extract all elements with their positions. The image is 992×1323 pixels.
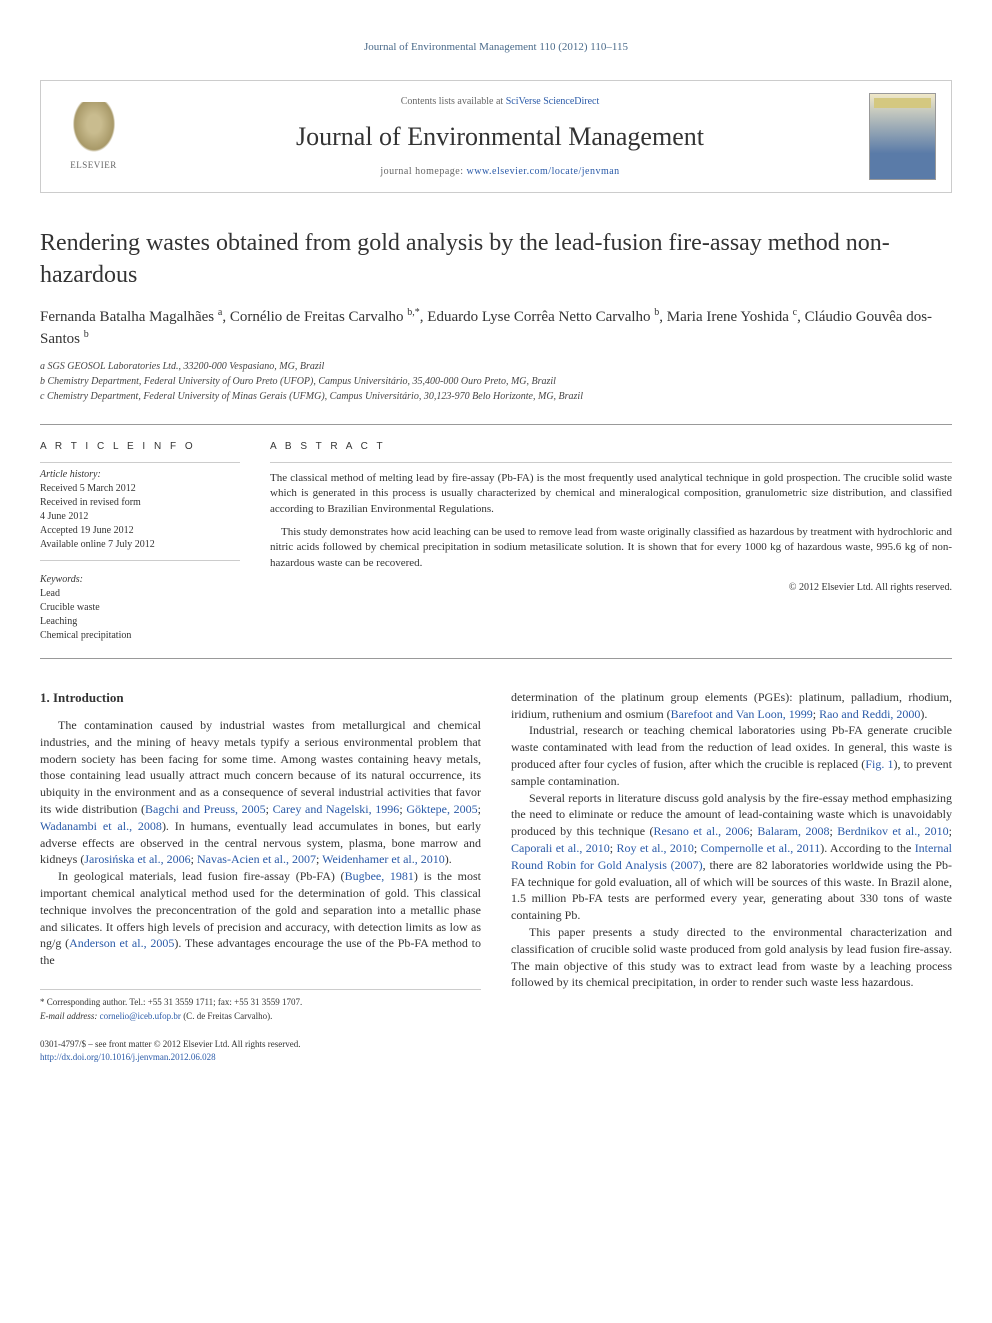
journal-cover-thumbnail: [869, 93, 936, 180]
journal-homepage-link[interactable]: www.elsevier.com/locate/jenvman: [467, 166, 620, 177]
left-column: 1. Introduction The contamination caused…: [40, 689, 481, 1023]
history-revised-2: 4 June 2012: [40, 510, 240, 524]
affiliations: a SGS GEOSOL Laboratories Ltd., 33200-00…: [40, 360, 952, 404]
contents-available-line: Contents lists available at SciVerse Sci…: [131, 95, 869, 109]
sciencedirect-link[interactable]: SciVerse ScienceDirect: [506, 96, 600, 107]
abstract-column: A B S T R A C T The classical method of …: [270, 440, 952, 643]
separator-2: [40, 658, 952, 659]
separator: [40, 424, 952, 425]
publisher-name: ELSEVIER: [70, 159, 117, 172]
abstract-label: A B S T R A C T: [270, 440, 952, 454]
abstract-copyright: © 2012 Elsevier Ltd. All rights reserved…: [270, 581, 952, 595]
affiliation-c: c Chemistry Department, Federal Universi…: [40, 390, 952, 404]
homepage-prefix: journal homepage:: [380, 166, 466, 177]
front-matter-line: 0301-4797/$ – see front matter © 2012 El…: [40, 1038, 952, 1051]
journal-homepage-line: journal homepage: www.elsevier.com/locat…: [131, 165, 869, 179]
article-title: Rendering wastes obtained from gold anal…: [40, 228, 952, 290]
section-1-heading: 1. Introduction: [40, 689, 481, 707]
corresponding-author-note: * Corresponding author. Tel.: +55 31 355…: [40, 989, 481, 1022]
keyword-2: Crucible waste: [40, 601, 240, 615]
avail-prefix: Contents lists available at: [401, 96, 506, 107]
publisher-logo: ELSEVIER: [56, 94, 131, 179]
email-label: E-mail address:: [40, 1011, 100, 1021]
corr-author-line: * Corresponding author. Tel.: +55 31 355…: [40, 996, 481, 1009]
body-p3: determination of the platinum group elem…: [511, 689, 952, 723]
body-p4: Industrial, research or teaching chemica…: [511, 722, 952, 789]
history-online: Available online 7 July 2012: [40, 538, 240, 552]
corr-email-line: E-mail address: cornelio@iceb.ufop.br (C…: [40, 1010, 481, 1023]
history-label: Article history:: [40, 468, 240, 482]
history-accepted: Accepted 19 June 2012: [40, 524, 240, 538]
affiliation-b: b Chemistry Department, Federal Universi…: [40, 375, 952, 389]
info-abstract-row: A R T I C L E I N F O Article history: R…: [40, 440, 952, 643]
keyword-1: Lead: [40, 587, 240, 601]
doi-link[interactable]: http://dx.doi.org/10.1016/j.jenvman.2012…: [40, 1052, 216, 1062]
article-info-label: A R T I C L E I N F O: [40, 440, 240, 454]
journal-title: Journal of Environmental Management: [131, 119, 869, 155]
keyword-3: Leaching: [40, 615, 240, 629]
history-received: Received 5 March 2012: [40, 482, 240, 496]
right-column: determination of the platinum group elem…: [511, 689, 952, 1023]
abstract-p2: This study demonstrates how acid leachin…: [270, 525, 952, 571]
header-center: Contents lists available at SciVerse Sci…: [131, 95, 869, 179]
body-p2: In geological materials, lead fusion fir…: [40, 868, 481, 969]
keywords-label: Keywords:: [40, 573, 240, 587]
corr-email-link[interactable]: cornelio@iceb.ufop.br: [100, 1011, 181, 1021]
body-p5: Several reports in literature discuss go…: [511, 790, 952, 924]
history-revised-1: Received in revised form: [40, 496, 240, 510]
body-p1: The contamination caused by industrial w…: [40, 717, 481, 868]
journal-reference-line: Journal of Environmental Management 110 …: [40, 40, 952, 55]
abstract-p1: The classical method of melting lead by …: [270, 471, 952, 517]
body-p6: This paper presents a study directed to …: [511, 924, 952, 991]
journal-header-box: ELSEVIER Contents lists available at Sci…: [40, 80, 952, 193]
keyword-4: Chemical precipitation: [40, 629, 240, 643]
email-suffix: (C. de Freitas Carvalho).: [181, 1011, 272, 1021]
elsevier-tree-icon: [69, 102, 119, 157]
affiliation-a: a SGS GEOSOL Laboratories Ltd., 33200-00…: [40, 360, 952, 374]
authors-list: Fernanda Batalha Magalhães a, Cornélio d…: [40, 306, 952, 350]
article-info-column: A R T I C L E I N F O Article history: R…: [40, 440, 240, 643]
footer-bottom: 0301-4797/$ – see front matter © 2012 El…: [40, 1038, 952, 1063]
main-two-columns: 1. Introduction The contamination caused…: [40, 689, 952, 1023]
